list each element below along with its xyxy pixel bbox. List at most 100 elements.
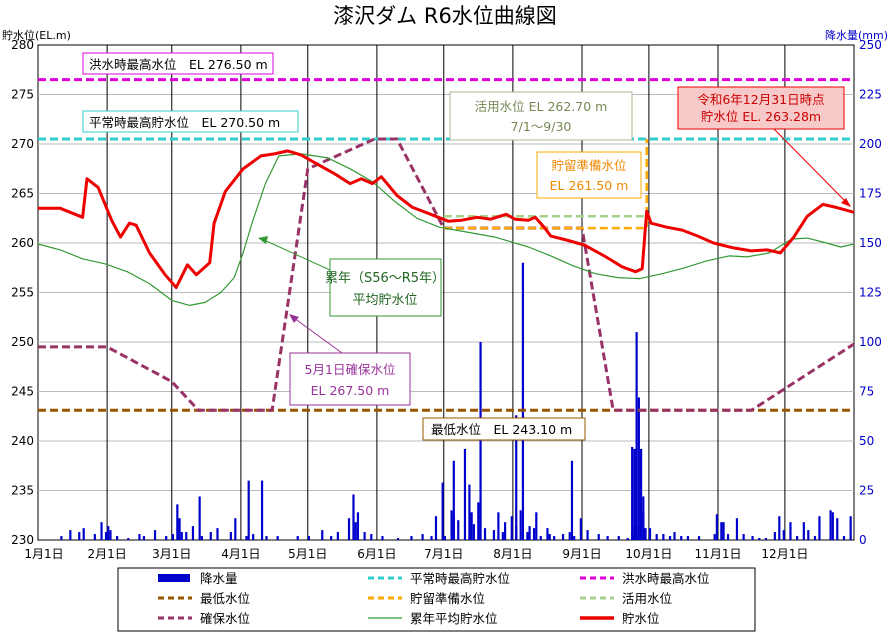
rain-bar — [535, 512, 538, 540]
storage-level-label-line2: EL 261.50 m — [550, 178, 629, 193]
average-label-box — [329, 258, 442, 317]
rain-bar — [722, 522, 725, 540]
rain-bar — [655, 534, 658, 540]
current-level-label-box — [677, 86, 845, 130]
x-tick-label: 7月1日 — [424, 547, 463, 561]
rain-bar — [606, 536, 609, 540]
series-lines — [37, 78, 855, 412]
legend-flood-max-label: 洪水時最高水位 — [622, 571, 710, 586]
rain-bar — [479, 342, 482, 540]
rain-bar — [200, 536, 203, 540]
legend-normal-max-label: 平常時最高貯水位 — [410, 571, 510, 586]
rain-bar — [836, 518, 839, 540]
rain-bar — [539, 536, 542, 540]
flood-max-label-box — [82, 52, 274, 75]
rain-bar — [515, 415, 518, 540]
y-left-tick-label: 275 — [11, 88, 34, 102]
rain-bar — [171, 534, 174, 540]
legend-storage-level-label: 貯留準備水位 — [410, 591, 485, 606]
legend-water-level-label: 貯水位 — [622, 611, 660, 626]
rain-bar — [573, 536, 576, 540]
secure-level-label-line1: 5月1日確保水位 — [305, 362, 396, 377]
current-level-arrow — [773, 128, 849, 205]
rain-bar — [421, 534, 424, 540]
storage-level-line — [443, 139, 648, 230]
rain-bar — [764, 538, 768, 540]
secure-level-arrowhead — [289, 314, 299, 323]
rain-bar — [470, 512, 473, 540]
rain-bar — [842, 536, 846, 540]
y-left-tick-label: 255 — [11, 286, 34, 300]
rain-bar — [356, 512, 360, 540]
use-level-label-box — [449, 91, 633, 141]
right-axis-label: 降水量(mm) — [825, 28, 888, 42]
rain-bar — [637, 397, 640, 540]
rain-bar — [176, 504, 179, 540]
y-right-tick-label: 125 — [859, 286, 882, 300]
rain-bar — [720, 522, 723, 540]
rain-bar — [521, 262, 525, 540]
rain-bar — [252, 534, 255, 540]
legend-rain-swatch — [158, 574, 190, 582]
rain-bar — [758, 538, 761, 540]
rain-bar — [78, 532, 81, 540]
left-axis-label: 貯水位(EL.m) — [2, 28, 71, 42]
rain-bar — [526, 532, 529, 540]
rain-bar — [234, 518, 237, 540]
x-axis-ticks: 1月1日 2月1日 3月1日 4月1日 5月1日 6月1日 7月1日 8月1日 9月1日 10月1… — [24, 547, 808, 561]
rain-bar — [60, 536, 63, 540]
rain-bar — [713, 534, 716, 540]
rain-bar — [321, 530, 324, 540]
rain-bar — [463, 448, 467, 540]
legend-use-level-label: 活用水位 — [622, 591, 672, 606]
rain-bar — [104, 532, 108, 540]
rain-bar — [109, 530, 112, 540]
flood-max-label: 洪水時最高水位 EL 276.50 m — [89, 57, 268, 72]
rain-bar — [570, 460, 574, 540]
rain-bar — [209, 532, 212, 540]
rain-bar — [648, 528, 652, 540]
x-tick-label: 9月1日 — [562, 547, 601, 561]
rain-bar — [735, 518, 739, 540]
y-right-tick-label: 200 — [859, 137, 882, 151]
rain-bar — [796, 536, 799, 540]
rain-bar — [100, 522, 103, 540]
rain-bar — [450, 510, 453, 540]
rain-bar — [296, 536, 299, 540]
storage-level-label-box — [536, 151, 642, 199]
average-label-line1: 累年（S56～R5年） — [325, 271, 445, 286]
y-left-tick-label: 280 — [11, 38, 34, 52]
rain-bar — [82, 528, 85, 540]
normal-max-label: 平常時最高貯水位 EL 270.50 m — [89, 115, 280, 130]
rain-bar — [307, 536, 310, 540]
y-right-tick-label: 225 — [859, 88, 882, 102]
rain-bar — [441, 482, 444, 540]
rain-bar — [229, 532, 232, 540]
rain-bar — [153, 530, 157, 540]
y-left-tick-label: 270 — [11, 137, 34, 151]
average-arrowhead — [258, 236, 268, 244]
rain-bar — [185, 532, 188, 540]
rain-bar — [532, 528, 536, 540]
rain-bar — [849, 516, 852, 540]
average-level-line — [37, 153, 855, 306]
y-left-tick-label: 230 — [11, 533, 34, 547]
rain-bar — [276, 536, 279, 540]
y-left-tick-label: 245 — [11, 385, 34, 399]
rain-bar — [497, 512, 500, 540]
y-left-tick-label: 240 — [11, 434, 34, 448]
rain-bar — [443, 536, 446, 540]
rain-bar — [742, 534, 745, 540]
average-label-line2: 平均貯水位 — [352, 293, 417, 308]
rain-bar — [597, 534, 600, 540]
rain-bar — [69, 530, 72, 540]
rain-bar — [553, 536, 556, 540]
rain-bar — [528, 526, 531, 540]
rain-bar — [260, 480, 264, 540]
secure-level-arrow — [293, 317, 343, 354]
secure-level-label-box — [289, 352, 411, 406]
rain-bar — [165, 536, 168, 540]
rain-bar — [116, 536, 119, 540]
rain-bar — [510, 516, 513, 540]
annotations: 洪水時最高水位 EL 276.50 m 平常時最高貯水位 EL 270.50 m… — [82, 52, 851, 441]
